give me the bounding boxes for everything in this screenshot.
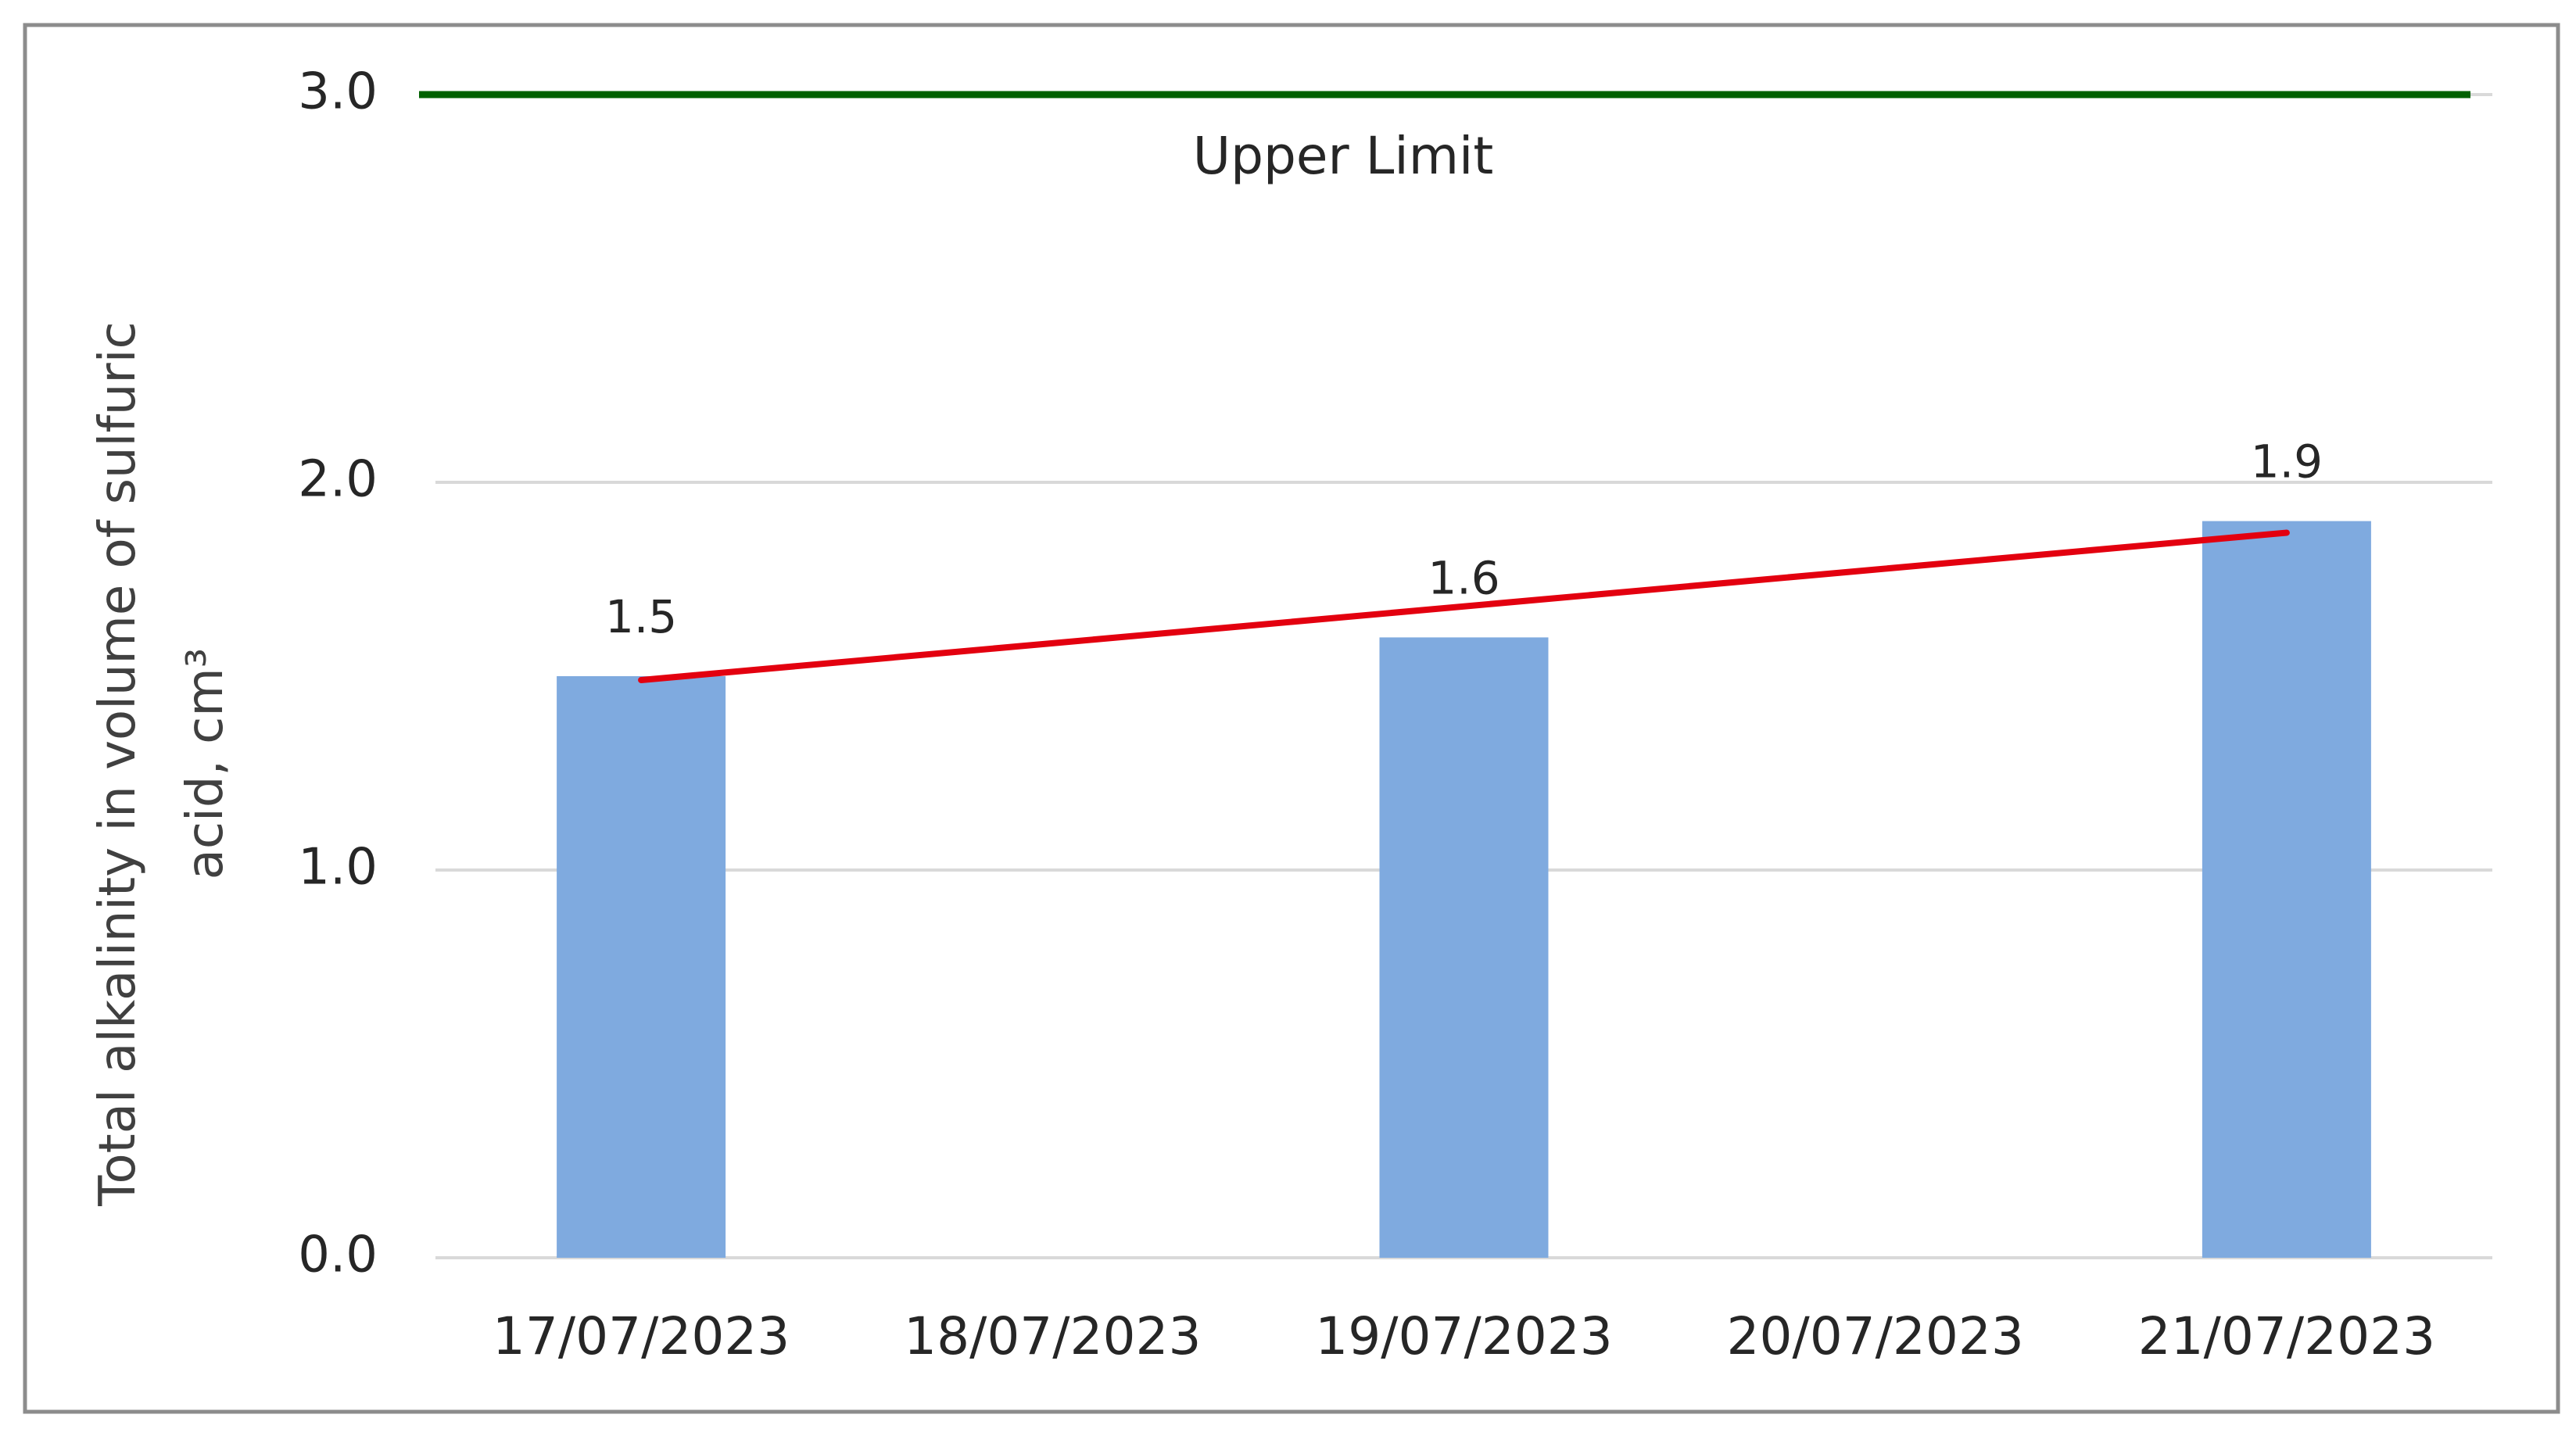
x-tick-label: 20/07/2023 (1726, 1306, 2023, 1366)
x-tick-label: 19/07/2023 (1315, 1306, 1612, 1366)
reference-label: Upper Limit (1193, 126, 1493, 186)
bar (1379, 637, 1549, 1258)
bar (557, 676, 726, 1258)
x-tick-label: 17/07/2023 (493, 1306, 790, 1366)
x-tick-label: 21/07/2023 (2138, 1306, 2435, 1366)
trendline (638, 529, 2290, 683)
value-label: 1.6 (1428, 552, 1499, 605)
bar (2202, 521, 2371, 1258)
y-tick-label: 2.0 (298, 451, 378, 509)
y-tick-label: 0.0 (298, 1227, 378, 1284)
y-axis-label: Total alkalinity in volume of sulfuric a… (89, 321, 235, 1206)
chart-frame (23, 23, 2560, 1414)
value-label: 1.9 (2251, 435, 2323, 489)
y-tick-label: 3.0 (298, 63, 378, 121)
value-label: 1.5 (605, 590, 677, 643)
x-tick-label: 18/07/2023 (904, 1306, 1201, 1366)
y-tick-label: 1.0 (298, 839, 378, 897)
